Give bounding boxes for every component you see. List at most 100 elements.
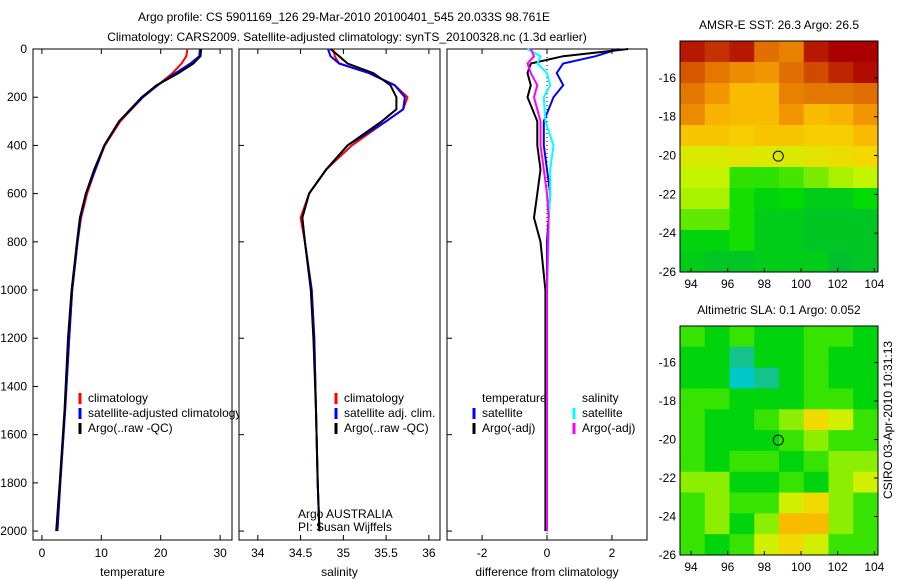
- map-cell: [729, 409, 755, 431]
- map-cell: [828, 492, 854, 514]
- map-cell: [729, 450, 755, 473]
- legend-label: climatology: [344, 391, 404, 405]
- x-tick-label: 35.5: [374, 546, 398, 560]
- map-cell: [754, 251, 780, 273]
- y-tick-label: -26: [659, 265, 677, 279]
- map-cell: [729, 83, 755, 105]
- map-cell: [729, 125, 755, 147]
- x-tick-label: 0: [544, 546, 551, 560]
- argo-location-marker: [772, 434, 784, 446]
- map-cell: [779, 346, 805, 369]
- map-cell: [779, 471, 805, 494]
- map-cell: [853, 326, 879, 348]
- map-cell: [803, 450, 829, 473]
- map-cell: [803, 104, 829, 126]
- map-cell: [704, 125, 730, 147]
- map-cell: [704, 104, 730, 126]
- map-cell: [704, 346, 730, 369]
- map-cell: [680, 513, 706, 535]
- map-cell: [828, 146, 854, 168]
- map-cell: [803, 251, 829, 273]
- map-cell: [729, 492, 755, 514]
- y-tick-label: -18: [659, 110, 677, 124]
- map-cell: [803, 41, 829, 63]
- map-cell: [729, 388, 755, 410]
- x-tick-label: 104: [864, 560, 884, 574]
- map-cell: [729, 346, 755, 369]
- y-tick-label: -20: [659, 433, 677, 447]
- diff-panel: -2 0 2 difference from climatology temperatu…: [446, 48, 648, 579]
- map-cell: [853, 230, 879, 252]
- map-cell: [803, 492, 829, 514]
- y-tick-label: 800: [7, 235, 27, 249]
- map-cell: [803, 146, 829, 168]
- map-cell: [704, 41, 730, 63]
- map-cell: [803, 230, 829, 252]
- map-cell: [680, 326, 706, 348]
- y-tick-label: 200: [7, 90, 27, 104]
- legend-label: temperature: [482, 391, 547, 405]
- x-tick-label: 96: [721, 277, 735, 291]
- map-cell: [729, 230, 755, 252]
- legend-label: Argo(-adj): [582, 421, 635, 435]
- map-cell: [828, 471, 854, 494]
- x-tick-label: 36: [422, 546, 436, 560]
- map-cell: [680, 146, 706, 168]
- x-tick-label: 98: [758, 277, 772, 291]
- legend-label: Argo(..raw -QC): [88, 421, 173, 435]
- y-tick-label: -24: [659, 510, 677, 524]
- map-cell: [754, 326, 780, 348]
- map-cell: [680, 251, 706, 273]
- x-tick-label: 34: [251, 546, 265, 560]
- map-cell: [853, 450, 879, 473]
- map-cell: [729, 104, 755, 126]
- map-cell: [828, 367, 854, 389]
- map-cell: [754, 62, 780, 84]
- map-cell: [680, 41, 706, 63]
- y-tick-label: -22: [659, 471, 677, 485]
- map-cell: [754, 409, 780, 431]
- x-tick-label: 102: [828, 277, 848, 291]
- x-tick-label: 94: [684, 560, 698, 574]
- map-cell: [680, 471, 706, 494]
- map-cell: [853, 104, 879, 126]
- map-cell: [803, 430, 829, 452]
- y-tick-label: 1600: [0, 428, 27, 442]
- map-cell: [828, 230, 854, 252]
- map-frame: [679, 325, 879, 556]
- legend-label: climatology: [88, 391, 148, 405]
- sal-panel: 34 34.5 35 35.5 36 salinity climatologysatelli…: [238, 48, 441, 579]
- map-cell: [754, 534, 780, 556]
- x-tick-label: 20: [154, 546, 168, 560]
- map-cell: [853, 125, 879, 147]
- x-tick-label: 10: [95, 546, 109, 560]
- x-tick-label: 100: [791, 277, 811, 291]
- map-cell: [828, 41, 854, 63]
- map-cell: [779, 326, 805, 348]
- legend-label: satellite: [482, 406, 523, 420]
- map-title: AMSR-E SST: 26.3 Argo: 26.5: [699, 18, 859, 32]
- map-cell: [704, 146, 730, 168]
- map-cell: [803, 125, 829, 147]
- legend-label: Argo(-adj): [482, 421, 535, 435]
- map-cell: [779, 367, 805, 389]
- annotation: Argo AUSTRALIA: [298, 507, 393, 521]
- map-cell: [803, 62, 829, 84]
- map-cell: [704, 209, 730, 231]
- map-cell: [779, 104, 805, 126]
- map-cell: [853, 513, 879, 535]
- y-tick-label: -20: [659, 149, 677, 163]
- map-cell: [729, 41, 755, 63]
- x-tick-label: 0: [39, 546, 46, 560]
- map-cell: [828, 62, 854, 84]
- legend-label: satellite adj. clim.: [344, 406, 435, 420]
- x-tick-label: 35: [337, 546, 351, 560]
- map-cell: [779, 230, 805, 252]
- y-tick-label: 1000: [0, 283, 27, 297]
- series-line-2: [301, 48, 398, 532]
- sst-map-panel: 94 96 98 100 102 104 -16 -18 -20 -22 -24 -26 AMSR-E …: [659, 18, 885, 291]
- x-tick-label: 96: [721, 560, 735, 574]
- map-cell: [853, 388, 879, 410]
- map-cell: [680, 167, 706, 189]
- legend-label: satellite: [582, 406, 623, 420]
